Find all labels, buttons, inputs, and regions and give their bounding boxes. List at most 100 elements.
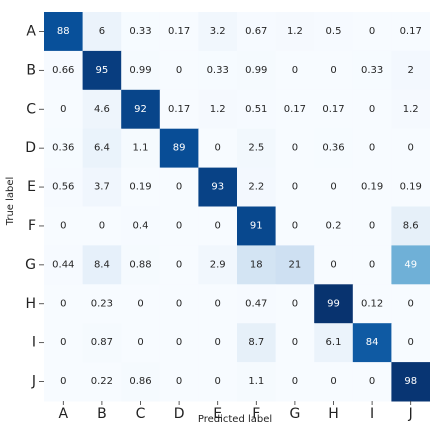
heatmap-cell <box>314 362 354 402</box>
cell-value-label: 3.2 <box>210 26 226 37</box>
x-axis-ticks: A B C D E F G H I J <box>59 401 413 422</box>
y-tick-label: J <box>31 374 36 390</box>
cell-value-label: 98 <box>404 376 417 387</box>
y-tick-label: C <box>26 101 36 117</box>
cell-value-label: 0.67 <box>245 26 267 37</box>
cell-value-label: 0.19 <box>400 182 422 193</box>
cell-value-label: 0.99 <box>129 65 151 76</box>
cell-value-label: 0 <box>176 298 182 309</box>
heatmap-cell <box>391 206 430 246</box>
y-tick-label: F <box>28 218 36 234</box>
heatmap-cell <box>314 50 354 91</box>
cell-value-label: 0 <box>369 376 375 387</box>
heatmap-cell <box>314 89 354 130</box>
heatmap-cell-labels: 88 6 0.33 0.17 3.2 0.67 1.2 0.5 0 0.17 0.66 95 0.99 0… <box>52 26 422 387</box>
cell-value-label: 49 <box>404 259 417 270</box>
heatmap-cell <box>275 245 315 285</box>
heatmap-cell <box>121 362 161 402</box>
cell-value-label: 1.1 <box>248 376 264 387</box>
cell-value-label: 0 <box>369 104 375 115</box>
cell-value-label: 0 <box>408 337 414 348</box>
cell-value-label: 0 <box>215 376 221 387</box>
heatmap-cell <box>237 12 277 52</box>
heatmap-cell <box>237 128 277 169</box>
heatmap-cell <box>121 206 161 246</box>
cell-value-label: 0.19 <box>361 182 383 193</box>
cell-value-label: 0.4 <box>133 220 149 231</box>
heatmap-cells <box>44 12 430 402</box>
heatmap-cell <box>352 362 392 402</box>
heatmap-cell <box>82 245 122 285</box>
y-axis-ticks: A B C D E F G H I J <box>25 23 44 390</box>
x-tick-label: B <box>97 406 107 422</box>
cell-value-label: 0 <box>330 182 336 193</box>
heatmap-cell <box>391 284 430 324</box>
heatmap-cell <box>198 89 238 130</box>
cell-value-label: 2.2 <box>248 182 264 193</box>
heatmap-cell <box>159 206 199 246</box>
cell-value-label: 0 <box>369 259 375 270</box>
heatmap-cell <box>159 167 199 207</box>
heatmap-cell <box>391 245 430 285</box>
cell-value-label: 0 <box>408 298 414 309</box>
heatmap-cell <box>44 128 84 169</box>
heatmap-cell <box>237 50 277 91</box>
heatmap-cell <box>391 128 430 169</box>
cell-value-label: 84 <box>366 337 379 348</box>
heatmap-cell <box>44 284 84 324</box>
heatmap-cell <box>121 89 161 130</box>
cell-value-label: 0 <box>215 220 221 231</box>
cell-value-label: 88 <box>57 26 70 37</box>
cell-value-label: 0 <box>60 337 66 348</box>
cell-value-label: 2.5 <box>248 143 264 154</box>
heatmap-cell <box>352 284 392 324</box>
cell-value-label: 0 <box>330 65 336 76</box>
cell-value-label: 0.17 <box>400 26 422 37</box>
cell-value-label: 0.33 <box>361 65 383 76</box>
cell-value-label: 0 <box>176 376 182 387</box>
cell-value-label: 0.17 <box>168 26 190 37</box>
cell-value-label: 6.4 <box>94 143 110 154</box>
heatmap-cell <box>237 89 277 130</box>
cell-value-label: 0 <box>215 143 221 154</box>
cell-value-label: 1.1 <box>133 143 149 154</box>
x-tick-label: F <box>252 406 260 422</box>
cell-value-label: 0.87 <box>91 337 113 348</box>
heatmap-cell <box>352 206 392 246</box>
cell-value-label: 0.12 <box>361 298 383 309</box>
x-tick-label: I <box>370 406 374 422</box>
cell-value-label: 4.6 <box>94 104 110 115</box>
cell-value-label: 0 <box>292 65 298 76</box>
heatmap-cell <box>159 362 199 402</box>
cell-value-label: 0 <box>99 220 105 231</box>
heatmap-cell <box>237 206 277 246</box>
cell-value-label: 0 <box>176 65 182 76</box>
x-tick-label: E <box>213 406 222 422</box>
cell-value-label: 8.6 <box>403 220 419 231</box>
cell-value-label: 0.19 <box>129 182 151 193</box>
heatmap-cell <box>121 245 161 285</box>
y-tick-label: D <box>25 140 36 156</box>
cell-value-label: 0 <box>292 143 298 154</box>
cell-value-label: 0 <box>330 376 336 387</box>
cell-value-label: 95 <box>96 65 109 76</box>
heatmap-cell <box>121 167 161 207</box>
heatmap-cell <box>275 12 315 52</box>
heatmap-cell <box>159 12 199 52</box>
cell-value-label: 0.44 <box>52 259 74 270</box>
cell-value-label: 0.17 <box>284 104 306 115</box>
cell-value-label: 0.47 <box>245 298 267 309</box>
heatmap-cell <box>82 89 122 130</box>
cell-value-label: 0 <box>60 220 66 231</box>
heatmap-cell <box>121 12 161 52</box>
heatmap-cell <box>44 89 84 130</box>
heatmap-cell <box>352 245 392 285</box>
cell-value-label: 93 <box>211 182 224 193</box>
heatmap-cell <box>275 323 315 363</box>
cell-value-label: 92 <box>134 104 147 115</box>
heatmap-cell <box>159 323 199 363</box>
heatmap-cell <box>314 206 354 246</box>
cell-value-label: 0.99 <box>245 65 267 76</box>
heatmap-cell <box>391 89 430 130</box>
